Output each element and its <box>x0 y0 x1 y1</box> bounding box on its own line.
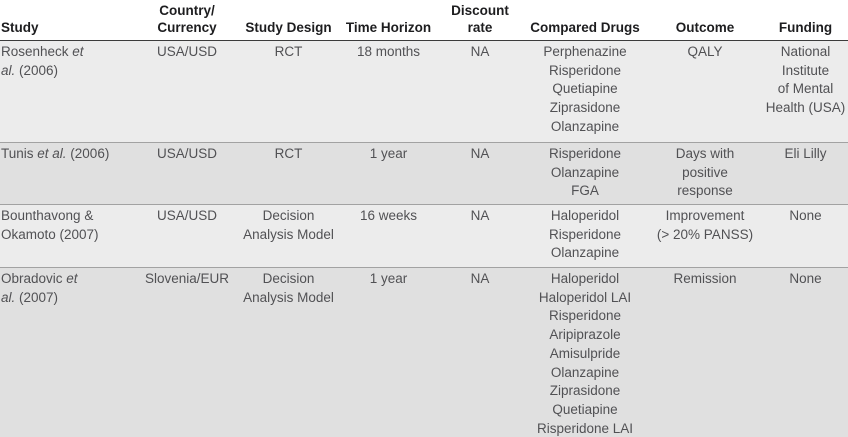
cell-country-currency: USA/USD <box>156 146 217 161</box>
study-text: Bounthavong & Okamoto (2007) <box>1 208 99 242</box>
study-year: (2006) <box>66 146 110 161</box>
cell-discount-rate: NA <box>470 271 490 286</box>
cell-funding: Eli Lilly <box>784 146 827 161</box>
cell-outcome: Days with positive response <box>675 146 735 199</box>
table-row: Tunis et al. (2006) USA/USD RCT 1 year N… <box>0 142 848 205</box>
cell-study-citation: Bounthavong & Okamoto (2007) <box>0 205 137 268</box>
cell-time-horizon: 18 months <box>356 44 421 59</box>
et-al-italic: et al. <box>1 44 84 78</box>
cell-study-citation: Obradovic et al. (2007) <box>0 268 137 437</box>
cell-study-design: Decision Analysis Model <box>243 208 334 242</box>
header-outcome: Outcome <box>647 0 763 41</box>
header-study: Study <box>0 0 137 41</box>
cell-discount-rate: NA <box>470 44 490 59</box>
table-row: Bounthavong & Okamoto (2007) USA/USD Dec… <box>0 204 848 268</box>
header-country-currency: Country/ Currency <box>137 0 237 41</box>
cell-outcome: Improvement (> 20% PANSS) <box>656 208 754 242</box>
study-year: (2006) <box>15 62 59 78</box>
et-al-italic: et al. <box>37 146 67 161</box>
table-row: Rosenheck et al. (2006) USA/USD RCT 18 m… <box>0 40 848 143</box>
cell-time-horizon: 16 weeks <box>359 208 418 223</box>
cell-time-horizon: 1 year <box>369 146 408 161</box>
cell-study-citation: Rosenheck et al. (2006) <box>0 41 137 143</box>
header-discount-rate: Discount rate <box>437 0 523 41</box>
cell-compared-drugs: Haloperidol Haloperidol LAI Risperidone … <box>536 271 634 436</box>
cell-compared-drugs: Haloperidol Risperidone Olanzapine <box>548 208 622 261</box>
cell-discount-rate: NA <box>470 146 490 161</box>
cell-study-design: RCT <box>274 44 303 59</box>
cell-country-currency: USA/USD <box>156 208 217 223</box>
header-funding: Funding <box>763 0 848 41</box>
cell-country-currency: Slovenia/EUR <box>144 271 230 286</box>
cell-outcome: QALY <box>687 44 723 59</box>
cell-compared-drugs: Risperidone Olanzapine FGA <box>548 146 622 199</box>
table-row: Obradovic et al. (2007) Slovenia/EUR Dec… <box>0 267 848 437</box>
cell-study-design: Decision Analysis Model <box>243 271 334 305</box>
header-time-horizon: Time Horizon <box>340 0 437 41</box>
cell-outcome: Remission <box>673 271 737 286</box>
cell-funding: None <box>789 271 822 286</box>
study-text: Obradovic <box>1 271 67 286</box>
study-text: Tunis <box>1 146 38 161</box>
header-row: Study Country/ Currency Study Design Tim… <box>0 0 848 41</box>
cell-funding: National Institute of Mental Health (USA… <box>765 44 846 116</box>
cell-time-horizon: 1 year <box>369 271 408 286</box>
study-text: Rosenheck <box>1 44 73 59</box>
cell-compared-drugs: Perphenazine Risperidone Quetiapine Zipr… <box>543 44 627 134</box>
header-study-design: Study Design <box>237 0 340 41</box>
cell-country-currency: USA/USD <box>156 44 217 59</box>
cell-discount-rate: NA <box>470 208 490 223</box>
study-year: (2007) <box>15 289 59 305</box>
et-al-italic: et al. <box>1 271 78 305</box>
header-compared-drugs: Compared Drugs <box>523 0 647 41</box>
cell-study-design: RCT <box>274 146 303 161</box>
cell-funding: None <box>789 208 822 223</box>
cell-study-citation: Tunis et al. (2006) <box>0 143 137 205</box>
